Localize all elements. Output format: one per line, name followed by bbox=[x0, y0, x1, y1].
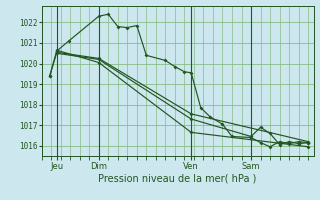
X-axis label: Pression niveau de la mer( hPa ): Pression niveau de la mer( hPa ) bbox=[99, 173, 257, 183]
